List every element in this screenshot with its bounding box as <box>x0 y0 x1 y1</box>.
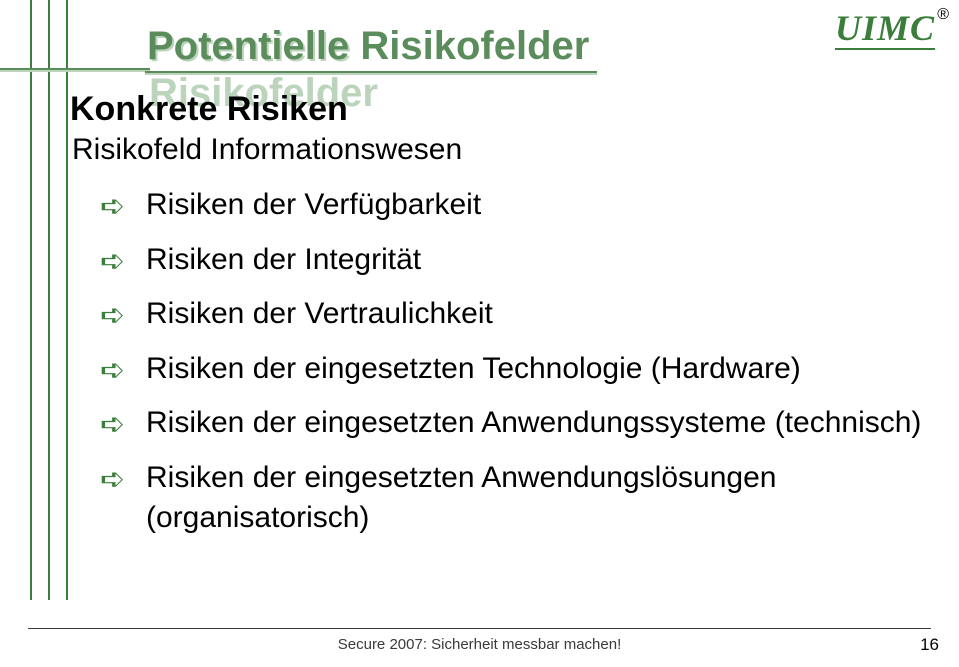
logo: UIMC ® <box>835 10 935 50</box>
decorative-vertical-line <box>30 0 32 600</box>
content: Konkrete Risiken Risikofeld Informations… <box>70 90 929 553</box>
page-number: 16 <box>920 635 939 655</box>
slide: UIMC ® Potentielle Risikofelder Potentie… <box>0 0 959 667</box>
title-lead-line <box>0 68 150 72</box>
list-item: Risiken der eingesetzten Anwendungssyste… <box>100 403 929 444</box>
logo-text: UIMC <box>835 10 935 46</box>
registered-icon: ® <box>937 6 949 24</box>
subheading: Risikofeld Informationswesen <box>72 133 929 167</box>
list-item: Risiken der eingesetzten Anwendungslösun… <box>100 458 929 539</box>
list-item: Risiken der Vertraulichkeit <box>100 294 929 335</box>
footer-text: Secure 2007: Sicherheit messbar machen! <box>0 636 959 653</box>
decorative-vertical-line <box>66 0 68 600</box>
list-item: Risiken der eingesetzten Technologie (Ha… <box>100 349 929 390</box>
logo-underline <box>835 48 935 50</box>
heading: Konkrete Risiken <box>70 90 929 129</box>
slide-title-wrap: Potentielle Risikofelder Potentielle Ris… <box>145 24 591 69</box>
decorative-vertical-line <box>48 0 50 600</box>
title-underline <box>145 71 597 75</box>
list-item: Risiken der Verfügbarkeit <box>100 185 929 226</box>
footer-divider <box>28 628 931 629</box>
slide-title: Potentielle Risikofelder <box>145 24 591 68</box>
bullet-list: Risiken der Verfügbarkeit Risiken der In… <box>100 185 929 539</box>
list-item: Risiken der Integrität <box>100 240 929 281</box>
